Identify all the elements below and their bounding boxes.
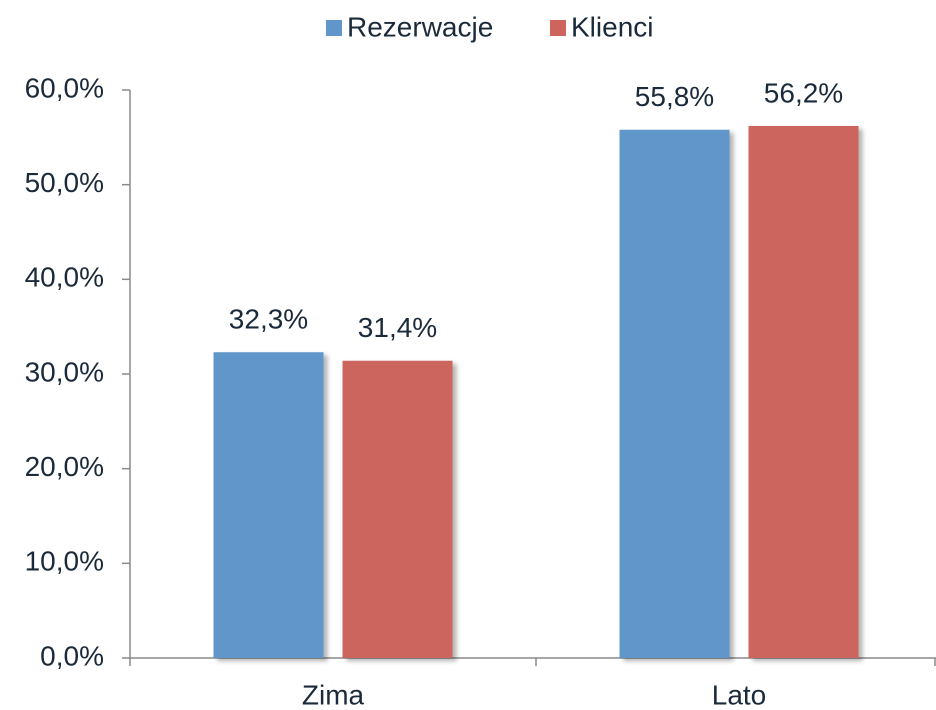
bar	[619, 129, 730, 658]
bar	[342, 360, 453, 658]
legend-label: Rezerwacje	[347, 11, 493, 42]
bar	[748, 125, 859, 659]
y-tick-label: 20,0%	[25, 451, 104, 482]
data-label: 55,8%	[635, 81, 714, 112]
y-tick-label: 50,0%	[25, 167, 104, 198]
legend-label: Klienci	[571, 11, 653, 42]
data-label: 32,3%	[229, 304, 308, 335]
legend-swatch	[550, 20, 566, 36]
y-tick-label: 30,0%	[25, 356, 104, 387]
x-tick-label: Zima	[302, 679, 365, 710]
bar	[213, 352, 324, 658]
y-tick-label: 60,0%	[25, 72, 104, 103]
y-tick-label: 40,0%	[25, 262, 104, 293]
legend-swatch	[326, 20, 342, 36]
y-tick-label: 0,0%	[40, 640, 104, 671]
data-label: 31,4%	[358, 312, 437, 343]
x-tick-label: Lato	[712, 679, 767, 710]
y-tick-label: 10,0%	[25, 546, 104, 577]
data-label: 56,2%	[764, 77, 843, 108]
